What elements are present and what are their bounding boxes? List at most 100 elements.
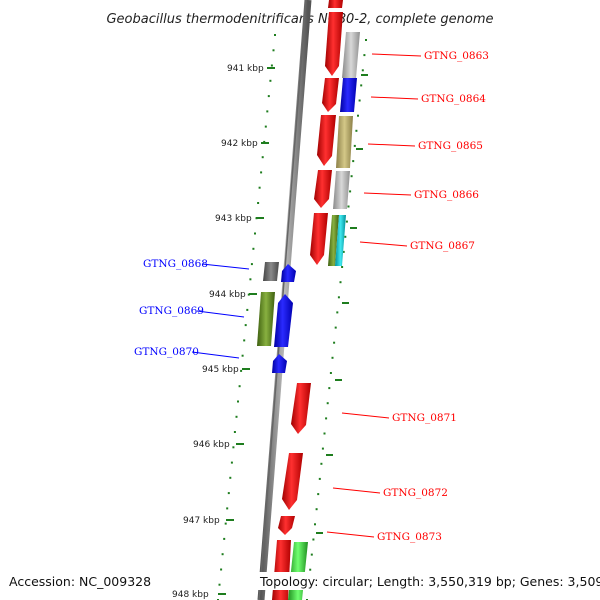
scale-dot	[249, 278, 252, 281]
scale-dot	[328, 387, 331, 390]
gene-arrow-gtng-0867[interactable]	[310, 213, 328, 265]
scale-dot	[272, 49, 275, 52]
scale-dot	[240, 369, 243, 372]
scale-dot	[344, 235, 347, 238]
scale-dot	[270, 64, 273, 67]
scale-dot	[267, 95, 270, 98]
scale-dot	[264, 125, 267, 128]
footer-accession: Accession: NC_009328	[9, 574, 151, 589]
scale-dot	[241, 354, 244, 357]
forward-leaders	[326, 53, 422, 538]
gene-label[interactable]: GTNG_0872	[383, 487, 448, 499]
gene-arrow-gtng-0870[interactable]	[272, 354, 287, 373]
gene-arrow-gtng-0864[interactable]	[322, 78, 339, 112]
scale-dot	[220, 568, 223, 571]
gene-label[interactable]: GTNG_0864	[421, 93, 486, 105]
scale-ticks: 941 kbp 942 kbp 943 kbp 944 kbp 945 kbp …	[172, 64, 275, 600]
gene-label[interactable]: GTNG_0868	[143, 258, 208, 270]
gene-arrow-gtng-0866[interactable]	[314, 170, 332, 208]
gene-label[interactable]: GTNG_0873	[377, 531, 442, 543]
scale-dot	[321, 447, 324, 450]
scale-dot	[336, 311, 339, 314]
gene-arrow-gtng-0872[interactable]	[282, 453, 303, 510]
scale-dot	[224, 522, 227, 525]
scale-dot	[258, 186, 261, 189]
scale-dot	[323, 432, 326, 435]
scale-dot	[244, 324, 247, 327]
scale-dot	[309, 568, 312, 571]
scale-dot	[260, 171, 263, 174]
scale-dot	[363, 54, 366, 57]
scale-dot	[352, 160, 355, 163]
scale-label: 946 kbp	[193, 440, 230, 450]
scale-dot	[350, 175, 353, 178]
scale-dot	[317, 493, 320, 496]
scale-dot	[357, 114, 359, 117]
scale-label: 942 kbp	[221, 139, 258, 149]
scale-dot	[312, 538, 315, 541]
scale-dot	[314, 523, 316, 526]
gene-arrow-gtng-0868[interactable]	[281, 264, 296, 282]
scale-dot	[329, 372, 332, 374]
gene-arrow-gtng-0865[interactable]	[317, 115, 336, 166]
gene-arrow-gtng-0873[interactable]	[278, 516, 295, 535]
scale-dot	[331, 356, 334, 359]
scale-dot	[232, 446, 235, 449]
gene-arrow-gtng-0863[interactable]	[325, 12, 343, 76]
scale-dot	[360, 84, 363, 87]
gene-arrow-gtng-0871[interactable]	[291, 383, 311, 434]
gene-label[interactable]: GTNG_0869	[139, 305, 204, 317]
scale-dot	[349, 190, 352, 193]
reverse-cog-blocks	[257, 262, 279, 346]
scale-dot	[229, 476, 232, 479]
scale-dot	[252, 247, 255, 250]
scale-label: 948 kbp	[172, 590, 209, 600]
gene-label[interactable]: GTNG_0865	[418, 140, 483, 152]
scale-dot	[243, 339, 246, 342]
scale-dot	[361, 69, 364, 72]
scale-label: 941 kbp	[227, 64, 264, 74]
scale-dot	[310, 553, 313, 556]
scale-dot	[355, 129, 358, 132]
scale-dot	[223, 537, 226, 540]
scale-dot	[318, 477, 321, 480]
footer-accession-bg	[6, 572, 152, 590]
gene-label[interactable]: GTNG_0867	[410, 240, 475, 252]
scale-dot	[250, 263, 253, 266]
scale-dot	[320, 462, 323, 465]
scale-dot	[221, 553, 224, 556]
scale-label: 945 kbp	[202, 365, 239, 375]
scale-dot	[269, 79, 272, 82]
scale-dot	[326, 402, 329, 405]
scale-dot	[353, 144, 356, 147]
scale-dot	[257, 202, 260, 204]
scale-dot	[263, 140, 266, 143]
gene-arrow-gtng-0862[interactable]	[328, 0, 343, 8]
scale-dot	[230, 461, 233, 464]
scale-label: 944 kbp	[209, 290, 246, 300]
scale-dot	[233, 431, 236, 433]
scale-dot	[315, 508, 318, 511]
gene-label[interactable]: GTNG_0863	[424, 50, 489, 62]
scale-dot	[226, 507, 229, 510]
scale-dot	[274, 34, 276, 36]
scale-dot	[333, 341, 336, 344]
gene-label[interactable]: GTNG_0870	[134, 346, 199, 358]
scale-dot	[325, 417, 328, 420]
right-scale-dashes	[316, 74, 368, 534]
scale-dot	[227, 492, 230, 495]
scale-dot	[347, 205, 350, 208]
scale-label: 943 kbp	[215, 214, 252, 224]
gene-labels: GTNG_0863 GTNG_0864 GTNG_0865 GTNG_0866 …	[134, 50, 489, 543]
gene-label[interactable]: GTNG_0871	[392, 412, 457, 424]
footer-summary: Topology: circular; Length: 3,550,319 bp…	[259, 574, 600, 589]
scale-dot	[341, 266, 344, 268]
scale-dot	[246, 308, 249, 311]
gene-label[interactable]: GTNG_0866	[414, 189, 479, 201]
gene-arrow-gtng-0869[interactable]	[274, 294, 293, 347]
scale-dot	[339, 281, 342, 284]
scale-dot	[358, 99, 361, 102]
footer-summary-bg	[258, 572, 594, 590]
gene-arrow-gtng-0874[interactable]	[272, 540, 291, 600]
